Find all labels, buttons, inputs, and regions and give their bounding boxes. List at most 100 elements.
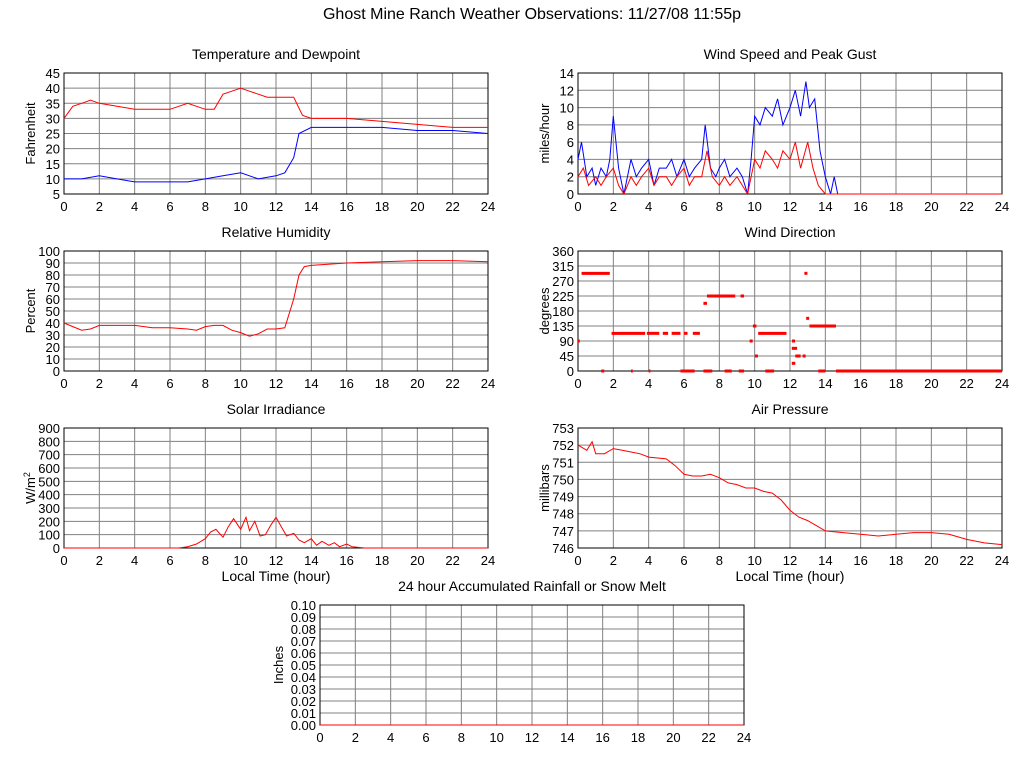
y-tick-label: 2 <box>567 170 574 185</box>
x-tick-label: 0 <box>316 730 323 745</box>
x-tick-label: 6 <box>422 730 429 745</box>
y-axis-label-superscript: 2 <box>22 472 32 477</box>
x-tick-label: 8 <box>716 553 723 568</box>
x-tick-label: 10 <box>747 553 761 568</box>
y-tick-label: 100 <box>38 244 60 259</box>
x-tick-label: 8 <box>202 553 209 568</box>
temp-chart: 0 2 4 6 8 10 12 14 16 18 20 22 2451015202530354045Te… <box>23 46 495 214</box>
y-tick-label: 180 <box>552 304 574 319</box>
x-tick-label: 14 <box>560 730 574 745</box>
x-tick-label: 10 <box>233 199 247 214</box>
x-tick-label: 24 <box>995 376 1009 391</box>
chart-title: 24 hour Accumulated Rainfall or Snow Mel… <box>398 578 666 594</box>
x-tick-label: 10 <box>233 376 247 391</box>
y-tick-label: 14 <box>560 66 574 81</box>
y-tick-label: 747 <box>552 524 574 539</box>
y-tick-label: 10 <box>46 172 60 187</box>
x-tick-label: 10 <box>747 376 761 391</box>
x-tick-label: 22 <box>445 376 459 391</box>
x-tick-label: 20 <box>410 199 424 214</box>
y-tick-label: 0 <box>567 364 574 379</box>
x-tick-label: 12 <box>269 376 283 391</box>
x-tick-label: 14 <box>304 376 318 391</box>
plot-frame <box>577 427 1003 549</box>
y-tick-label: 750 <box>552 472 574 487</box>
x-tick-label: 12 <box>783 553 797 568</box>
x-tick-label: 0 <box>574 376 581 391</box>
x-tick-label: 8 <box>202 199 209 214</box>
y-tick-label: 20 <box>46 142 60 157</box>
x-tick-label: 4 <box>645 199 652 214</box>
y-tick-label: 30 <box>46 111 60 126</box>
y-tick-label: 225 <box>552 289 574 304</box>
x-tick-label: 18 <box>375 199 389 214</box>
direction-point <box>601 369 605 373</box>
y-tick-label: 753 <box>552 421 574 436</box>
x-tick-label: 4 <box>131 553 138 568</box>
plot-frame <box>63 427 489 549</box>
y-tick-label: 400 <box>38 488 60 503</box>
plot-frame <box>577 72 1003 195</box>
y-tick-label: 15 <box>46 157 60 172</box>
y-tick-label: 700 <box>38 448 60 463</box>
x-tick-label: 22 <box>701 730 715 745</box>
series-line-wind-speed <box>577 141 1002 196</box>
x-tick-label: 12 <box>269 553 283 568</box>
direction-point <box>754 354 758 358</box>
y-tick-label: 0.03 <box>291 682 316 697</box>
x-tick-label: 20 <box>924 376 938 391</box>
x-tick-label: 14 <box>818 199 832 214</box>
x-tick-label: 10 <box>747 199 761 214</box>
x-tick-label: 22 <box>959 553 973 568</box>
y-tick-label: 100 <box>38 528 60 543</box>
y-tick-label: 40 <box>46 81 60 96</box>
solar-chart: 0 2 4 6 8 10 12 14 16 18 20 22 240100200300400500600… <box>22 401 495 584</box>
direction-point <box>802 354 806 358</box>
y-tick-label: 8 <box>567 118 574 133</box>
y-tick-label: 360 <box>552 244 574 259</box>
x-tick-label: 20 <box>410 553 424 568</box>
x-tick-label: 16 <box>339 199 353 214</box>
y-tick-label: 5 <box>53 187 60 202</box>
x-tick-label: 24 <box>481 376 495 391</box>
x-tick-label: 0 <box>60 199 67 214</box>
y-tick-label: 746 <box>552 541 574 556</box>
y-tick-label: 40 <box>46 316 60 331</box>
direction-chart: 0 2 4 6 8 10 12 14 16 18 20 22 240459013518022527031… <box>537 224 1009 391</box>
x-axis-label: Local Time (hour) <box>222 568 331 584</box>
y-tick-label: 300 <box>38 501 60 516</box>
x-tick-label: 0 <box>60 376 67 391</box>
y-tick-label: 0.04 <box>291 670 316 685</box>
y-tick-label: 0.01 <box>291 706 316 721</box>
chart-title: Relative Humidity <box>222 224 331 240</box>
x-tick-label: 4 <box>387 730 394 745</box>
x-tick-label: 0 <box>574 199 581 214</box>
y-tick-label: 20 <box>46 340 60 355</box>
x-tick-label: 6 <box>166 199 173 214</box>
y-tick-label: 900 <box>38 421 60 436</box>
x-tick-label: 14 <box>304 199 318 214</box>
y-tick-label: 0.08 <box>291 622 316 637</box>
x-tick-label: 2 <box>610 376 617 391</box>
x-tick-label: 14 <box>304 553 318 568</box>
x-tick-label: 0 <box>574 553 581 568</box>
chart-title: Wind Speed and Peak Gust <box>704 46 877 62</box>
y-axis-label: Fahrenheit <box>23 102 38 165</box>
x-tick-label: 24 <box>995 199 1009 214</box>
y-tick-label: 30 <box>46 328 60 343</box>
y-tick-label: 751 <box>552 455 574 470</box>
x-axis-label: Local Time (hour) <box>736 568 845 584</box>
y-tick-label: 0 <box>567 187 574 202</box>
y-tick-label: 315 <box>552 259 574 274</box>
pressure-chart: 0 2 4 6 8 10 12 14 16 18 20 22 247467477487497507517… <box>537 401 1009 584</box>
x-tick-label: 20 <box>924 199 938 214</box>
y-axis-label: Percent <box>23 288 38 333</box>
x-tick-label: 6 <box>166 376 173 391</box>
series-line-solar-irradiance <box>64 515 488 549</box>
y-tick-label: 800 <box>38 434 60 449</box>
x-tick-label: 22 <box>959 376 973 391</box>
y-tick-label: 25 <box>46 127 60 142</box>
x-tick-label: 16 <box>853 376 867 391</box>
x-tick-label: 12 <box>783 199 797 214</box>
